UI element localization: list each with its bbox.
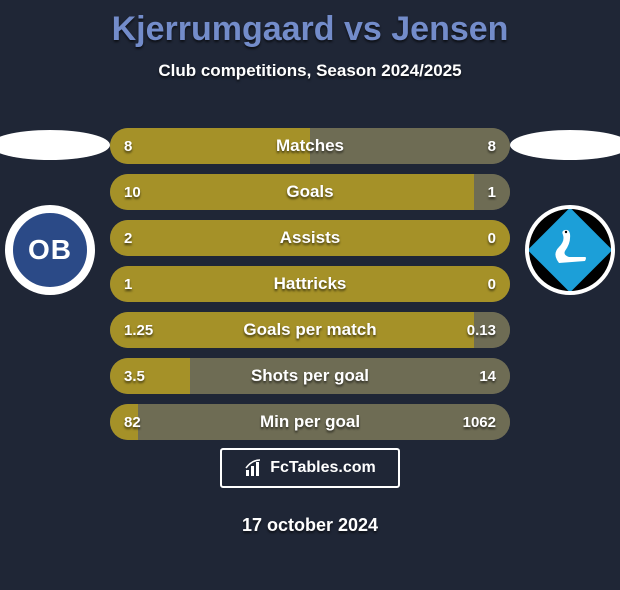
stat-row: 3.514Shots per goal <box>110 358 510 394</box>
footer-brand: FcTables.com <box>220 448 400 488</box>
stat-label: Hattricks <box>110 274 510 294</box>
swan-icon <box>545 225 595 275</box>
left-crest-text: OB <box>28 234 72 266</box>
stat-row: 101Goals <box>110 174 510 210</box>
page-title: Kjerrumgaard vs Jensen <box>0 10 620 49</box>
stat-label: Goals <box>110 182 510 202</box>
right-team-badge <box>510 130 620 295</box>
stat-label: Assists <box>110 228 510 248</box>
left-team-badge: OB <box>0 130 110 295</box>
stat-label: Min per goal <box>110 412 510 432</box>
subtitle: Club competitions, Season 2024/2025 <box>0 61 620 81</box>
stat-label: Shots per goal <box>110 366 510 386</box>
stat-row: 1.250.13Goals per match <box>110 312 510 348</box>
date-label: 17 october 2024 <box>0 515 620 536</box>
stat-row: 20Assists <box>110 220 510 256</box>
footer-label: FcTables.com <box>270 459 376 477</box>
left-crest-icon: OB <box>5 205 95 295</box>
stat-label: Matches <box>110 136 510 156</box>
right-ellipse <box>510 130 620 160</box>
stats-panel: 88Matches 101Goals 20Assists 10Hattricks 1.2… <box>110 128 510 450</box>
stat-row: 88Matches <box>110 128 510 164</box>
stat-row: 821062Min per goal <box>110 404 510 440</box>
stat-label: Goals per match <box>110 320 510 340</box>
stat-row: 10Hattricks <box>110 266 510 302</box>
right-crest-icon <box>525 205 615 295</box>
left-ellipse <box>0 130 110 160</box>
chart-icon <box>244 458 264 478</box>
